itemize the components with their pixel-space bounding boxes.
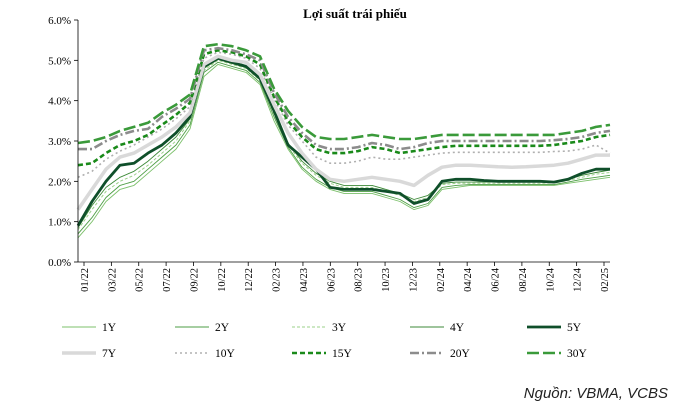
- y-tick-label: 1.0%: [48, 217, 71, 229]
- source-note: Nguồn: VBMA, VCBS: [523, 385, 668, 402]
- series-line-3y: [77, 59, 611, 230]
- x-tick-label: 02/25: [600, 268, 611, 292]
- series-line-1y: [77, 63, 611, 239]
- legend: 1Y 2Y 3Y 4Y 5Y 7Y 10Y 15Y 20Y 30Y: [62, 322, 588, 360]
- legend-label-4y: 4Y: [450, 322, 465, 334]
- series-line-20y: [78, 46, 611, 151]
- chart-title: Lợi suất trái phiếu: [303, 6, 407, 21]
- x-tick-label: 02/23: [272, 268, 283, 292]
- y-tick-label: 3.0%: [48, 136, 71, 148]
- legend-label-15y: 15Y: [332, 348, 353, 360]
- x-tick-label: 10/22: [217, 268, 228, 292]
- x-tick-label: 12/23: [408, 268, 419, 292]
- series-line-30y: [77, 42, 611, 145]
- y-tick-label: 2.0%: [48, 176, 71, 188]
- x-axis: 01/22 03/22 05/22 07/22 09/22 10/22 12/22 02/23…: [78, 261, 611, 292]
- x-tick-label: 06/24: [491, 267, 502, 292]
- y-axis: 0.0% 1.0% 2.0% 3.0% 4.0% 5.0% 6.0%: [48, 15, 79, 269]
- series-line-2y: [77, 61, 611, 235]
- y-tick-label: 4.0%: [48, 96, 71, 108]
- x-tick-label: 08/24: [518, 267, 529, 292]
- legend-label-7y: 7Y: [102, 348, 117, 360]
- x-tick-label: 12/24: [573, 267, 584, 292]
- series-line-4y: [77, 59, 611, 228]
- x-tick-label: 01/22: [80, 268, 91, 292]
- x-tick-label: 10/24: [545, 267, 556, 292]
- x-tick-label: 09/22: [189, 268, 200, 292]
- legend-label-10y: 10Y: [215, 348, 236, 360]
- x-tick-label: 04/23: [299, 268, 310, 292]
- legend-label-2y: 2Y: [215, 322, 230, 334]
- legend-label-20y: 20Y: [450, 348, 471, 360]
- plot-area: [76, 42, 611, 239]
- series-line-7y: [76, 54, 610, 211]
- legend-label-5y: 5Y: [567, 322, 582, 334]
- x-tick-label: 08/23: [354, 268, 365, 292]
- x-tick-label: 04/24: [463, 267, 474, 292]
- y-tick-label: 6.0%: [48, 15, 71, 27]
- x-tick-label: 12/22: [244, 268, 255, 292]
- x-tick-label: 06/23: [326, 268, 337, 292]
- x-tick-label: 03/22: [107, 268, 118, 292]
- series-line-5y: [76, 56, 610, 227]
- legend-label-30y: 30Y: [567, 348, 588, 360]
- legend-label-1y: 1Y: [102, 322, 117, 334]
- series-line-15y: [77, 49, 611, 167]
- y-tick-label: 5.0%: [48, 55, 71, 67]
- x-tick-label: 05/22: [135, 268, 146, 292]
- x-tick-label: 02/24: [436, 267, 447, 292]
- legend-label-3y: 3Y: [332, 322, 347, 334]
- x-tick-label: 07/22: [162, 268, 173, 292]
- y-tick-label: 0.0%: [48, 257, 71, 269]
- x-tick-label: 10/23: [381, 268, 392, 292]
